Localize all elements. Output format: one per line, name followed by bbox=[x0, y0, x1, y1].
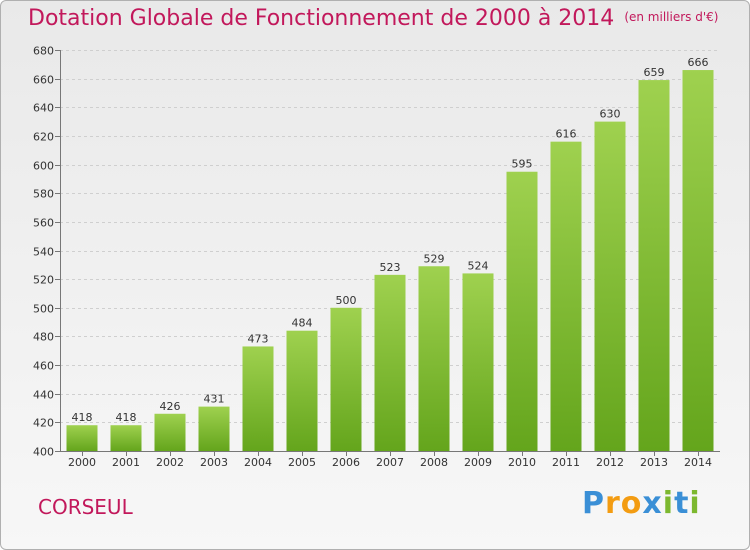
data-label: 630 bbox=[600, 108, 621, 121]
data-label: 523 bbox=[380, 261, 401, 274]
y-tick-label: 520 bbox=[33, 274, 54, 287]
data-label: 431 bbox=[204, 393, 225, 406]
y-tick-label: 680 bbox=[33, 45, 54, 58]
x-tick-label: 2014 bbox=[684, 456, 712, 469]
x-tick-label: 2006 bbox=[332, 456, 360, 469]
bar bbox=[638, 80, 670, 451]
data-label: 666 bbox=[688, 56, 709, 69]
commune-name: CORSEUL bbox=[38, 495, 133, 519]
data-label: 616 bbox=[556, 128, 577, 141]
bar bbox=[682, 70, 714, 452]
logo-letter: P bbox=[582, 486, 605, 521]
chart-title-text: Dotation Globale de Fonctionnement de 20… bbox=[28, 6, 615, 31]
y-tick-label: 480 bbox=[33, 331, 54, 344]
bar bbox=[154, 413, 186, 451]
data-label: 524 bbox=[468, 259, 489, 272]
logo-letter: r bbox=[605, 486, 621, 521]
logo-letter: t bbox=[674, 486, 690, 521]
x-tick-label: 2001 bbox=[112, 456, 140, 469]
data-label: 529 bbox=[424, 252, 445, 265]
data-label: 418 bbox=[116, 411, 137, 424]
data-label: 418 bbox=[72, 411, 93, 424]
data-label: 500 bbox=[336, 294, 357, 307]
bar bbox=[242, 346, 274, 451]
y-tick-label: 540 bbox=[33, 246, 54, 259]
bar bbox=[418, 266, 450, 451]
bar bbox=[66, 425, 98, 451]
y-tick-label: 620 bbox=[33, 131, 54, 144]
bar bbox=[110, 425, 142, 451]
y-tick-label: 500 bbox=[33, 303, 54, 316]
bar bbox=[594, 121, 626, 451]
logo-letter: i bbox=[689, 486, 701, 521]
x-tick-label: 2007 bbox=[376, 456, 404, 469]
y-tick-label: 660 bbox=[33, 74, 54, 87]
bar bbox=[330, 307, 362, 451]
y-tick-label: 640 bbox=[33, 102, 54, 115]
bar bbox=[550, 141, 582, 451]
x-tick-label: 2003 bbox=[200, 456, 228, 469]
x-tick-label: 2008 bbox=[420, 456, 448, 469]
axis-layer: 400 420 440 460 480 500 520 540 560 580 600 620 640 6… bbox=[33, 45, 720, 469]
label-layer: 418 418 426 431 473 484 500 523 529 524 595 616 630 6… bbox=[72, 56, 709, 424]
proxiti-logo[interactable]: Proxiti bbox=[582, 486, 701, 521]
y-tick-label: 580 bbox=[33, 188, 54, 201]
y-tick-label: 560 bbox=[33, 217, 54, 230]
x-tick-label: 2012 bbox=[596, 456, 624, 469]
x-tick-label: 2011 bbox=[552, 456, 580, 469]
logo-letter: i bbox=[662, 486, 675, 521]
x-tick-label: 2000 bbox=[68, 456, 96, 469]
bar bbox=[286, 330, 318, 451]
data-label: 473 bbox=[248, 332, 269, 345]
bar-layer bbox=[66, 70, 714, 452]
x-tick-label: 2005 bbox=[288, 456, 316, 469]
data-label: 595 bbox=[512, 158, 533, 171]
x-tick-label: 2013 bbox=[640, 456, 668, 469]
y-tick-label: 460 bbox=[33, 360, 54, 373]
x-tick-label: 2010 bbox=[508, 456, 536, 469]
data-label: 484 bbox=[292, 317, 313, 330]
x-tick-label: 2002 bbox=[156, 456, 184, 469]
chart-subtitle: (en milliers d'€) bbox=[624, 10, 719, 24]
data-label: 659 bbox=[644, 66, 665, 79]
chart-title: Dotation Globale de Fonctionnement de 20… bbox=[28, 6, 718, 31]
bar bbox=[506, 171, 538, 451]
y-tick-label: 420 bbox=[33, 417, 54, 430]
logo-letter: x bbox=[642, 486, 663, 521]
bar bbox=[198, 406, 230, 451]
data-label: 426 bbox=[160, 400, 181, 413]
x-tick-label: 2004 bbox=[244, 456, 272, 469]
logo-letter: o bbox=[620, 486, 643, 521]
y-tick-label: 600 bbox=[33, 160, 54, 173]
y-tick-label: 400 bbox=[33, 446, 54, 459]
bar bbox=[462, 273, 494, 451]
bar bbox=[374, 274, 406, 451]
x-tick-label: 2009 bbox=[464, 456, 492, 469]
y-tick-label: 440 bbox=[33, 389, 54, 402]
